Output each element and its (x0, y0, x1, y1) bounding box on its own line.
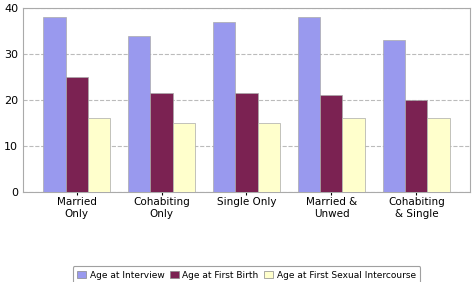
Bar (65, 77, 88, 192)
Bar (405, 100, 428, 192)
Bar (151, 93, 173, 192)
Bar (213, 22, 236, 192)
Bar (44, 17, 65, 192)
Bar (320, 95, 343, 192)
Bar (88, 118, 109, 192)
Bar (383, 40, 405, 192)
Bar (343, 118, 365, 192)
Bar (173, 123, 195, 192)
Bar (428, 118, 449, 192)
Legend: Age at Interview, Age at First Birth, Age at First Sexual Intercourse: Age at Interview, Age at First Birth, Ag… (73, 266, 420, 282)
Bar (257, 123, 280, 192)
Bar (298, 17, 320, 192)
Bar (128, 36, 151, 192)
Bar (236, 93, 257, 192)
